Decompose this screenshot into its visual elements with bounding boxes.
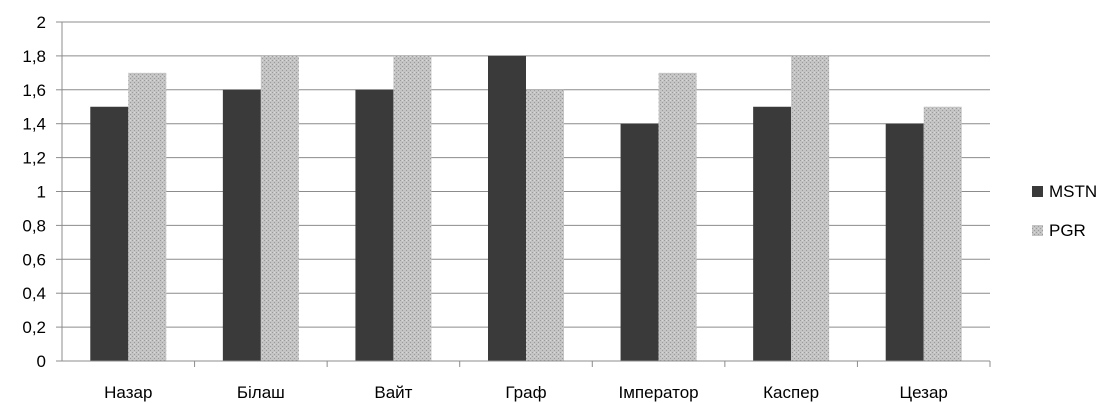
bar-mstn-5 — [753, 106, 792, 361]
y-tick-label: 1,8 — [22, 47, 46, 66]
bars — [90, 55, 962, 362]
y-tick-label: 1,2 — [22, 149, 46, 168]
y-tick-label: 0,2 — [22, 318, 46, 337]
y-tick-label: 0,6 — [22, 250, 46, 269]
x-category-label: Назар — [104, 383, 152, 402]
x-category-labels: Назар Білаш Вайт Граф Імператор Каспер Цезар — [104, 383, 948, 402]
bar-pgr-1 — [260, 55, 299, 362]
x-category-label: Білаш — [237, 383, 285, 402]
bar-pgr-5 — [791, 55, 830, 362]
bar-mstn-3 — [488, 55, 526, 362]
bar-mstn-0 — [90, 106, 129, 361]
legend: MSTN PGR — [1032, 182, 1097, 240]
y-tick-labels: 0 0,2 0,4 0,6 0,8 1 1,2 1,4 1,6 1,8 2 — [22, 13, 46, 371]
bar-pgr-3 — [526, 89, 564, 362]
y-tick-label: 0,8 — [22, 216, 46, 235]
bar-mstn-2 — [355, 89, 394, 362]
bar-pgr-0 — [128, 72, 167, 361]
bar-mstn-4 — [620, 123, 659, 361]
bar-mstn-1 — [222, 89, 261, 362]
legend-label-mstn: MSTN — [1049, 182, 1097, 201]
y-tick-label: 1,6 — [22, 81, 46, 100]
legend-label-pgr: PGR — [1049, 221, 1086, 240]
x-category-label: Вайт — [374, 383, 412, 402]
x-category-label: Каспер — [763, 383, 819, 402]
y-tick-label: 2 — [37, 13, 46, 32]
y-tick-label: 0 — [37, 352, 46, 371]
y-tick-label: 1,4 — [22, 115, 46, 134]
x-category-label: Імператор — [619, 383, 699, 402]
axes — [61, 22, 991, 367]
bar-pgr-2 — [393, 55, 432, 362]
bar-pgr-6 — [923, 106, 962, 361]
bar-pgr-4 — [658, 72, 697, 361]
y-tick-label: 1 — [37, 183, 46, 202]
bar-mstn-6 — [885, 123, 924, 361]
x-category-label: Граф — [505, 383, 546, 402]
x-category-label: Цезар — [900, 383, 948, 402]
legend-swatch-pgr — [1032, 225, 1043, 236]
legend-swatch-mstn — [1032, 186, 1043, 197]
y-tick-label: 0,4 — [22, 284, 46, 303]
